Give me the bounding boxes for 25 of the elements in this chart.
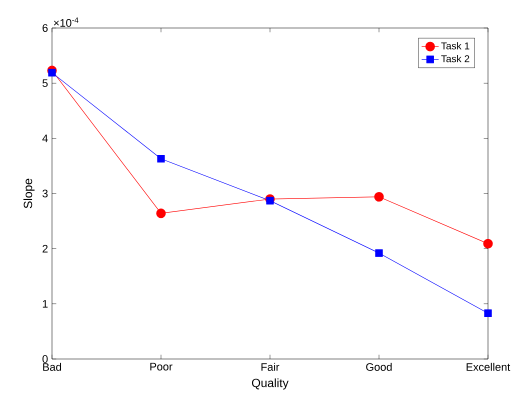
- point: [483, 238, 493, 249]
- y-tick-label: 2: [42, 244, 48, 252]
- x-tick-label: Excellent: [466, 362, 510, 371]
- x-tick-label: Fair: [261, 362, 280, 371]
- x-tick-label: Good: [366, 362, 392, 371]
- point: [156, 208, 166, 218]
- point: [375, 249, 383, 257]
- x-tick-label: Poor: [150, 362, 172, 370]
- y-tick-label: 3: [42, 190, 48, 198]
- y-axis-title: Slope: [23, 178, 35, 208]
- legend-label: Task 1: [441, 42, 470, 50]
- x-tick-label: Bad: [43, 362, 62, 371]
- y-tick-label: 4: [42, 134, 48, 142]
- y-tick-label: 0: [42, 355, 48, 363]
- y-tick-label: 1: [42, 300, 48, 308]
- x-axis-title: Quality: [252, 378, 289, 390]
- text: ×10$^{-4}$: [54, 17, 78, 27]
- legend-label: Task 2: [441, 54, 470, 62]
- point: [374, 192, 384, 202]
- y-tick-label: 5: [42, 79, 48, 87]
- point: [48, 68, 56, 76]
- y-tick-label: 6: [42, 24, 48, 32]
- point: [157, 154, 165, 163]
- point: [266, 196, 274, 204]
- point: [484, 309, 492, 318]
